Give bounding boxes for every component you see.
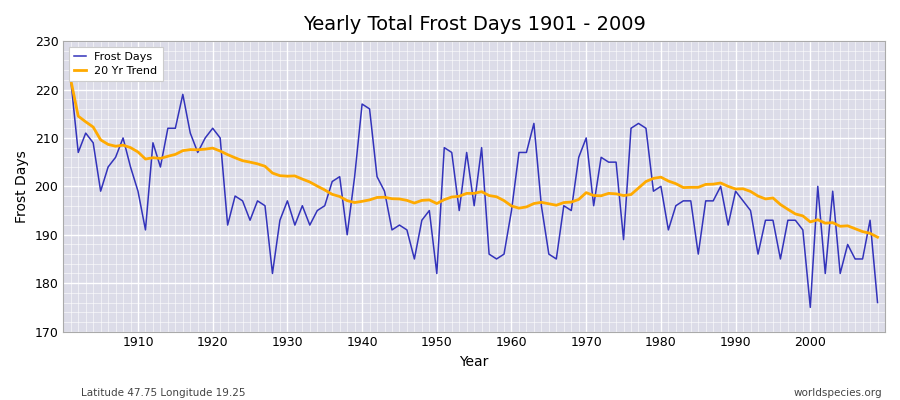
20 Yr Trend xyxy=(290,174,301,178)
20 Yr Trend xyxy=(872,235,883,240)
Title: Yearly Total Frost Days 1901 - 2009: Yearly Total Frost Days 1901 - 2009 xyxy=(302,15,645,34)
20 Yr Trend xyxy=(125,145,136,150)
Line: 20 Yr Trend: 20 Yr Trend xyxy=(71,80,878,237)
X-axis label: Year: Year xyxy=(460,355,489,369)
Line: Frost Days: Frost Days xyxy=(71,80,878,307)
Frost Days xyxy=(125,164,136,169)
Frost Days xyxy=(499,252,509,256)
20 Yr Trend xyxy=(596,193,607,198)
Frost Days xyxy=(805,305,815,310)
20 Yr Trend xyxy=(499,198,509,203)
Y-axis label: Frost Days: Frost Days xyxy=(15,150,29,223)
Text: worldspecies.org: worldspecies.org xyxy=(794,388,882,398)
Frost Days xyxy=(290,223,301,228)
Frost Days xyxy=(66,78,77,82)
Frost Days xyxy=(334,174,345,179)
Frost Days xyxy=(506,208,517,213)
20 Yr Trend xyxy=(334,194,345,199)
Frost Days xyxy=(596,155,607,160)
20 Yr Trend xyxy=(66,78,77,82)
Frost Days xyxy=(872,300,883,305)
Text: Latitude 47.75 Longitude 19.25: Latitude 47.75 Longitude 19.25 xyxy=(81,388,246,398)
20 Yr Trend xyxy=(506,204,517,208)
Legend: Frost Days, 20 Yr Trend: Frost Days, 20 Yr Trend xyxy=(68,47,163,81)
